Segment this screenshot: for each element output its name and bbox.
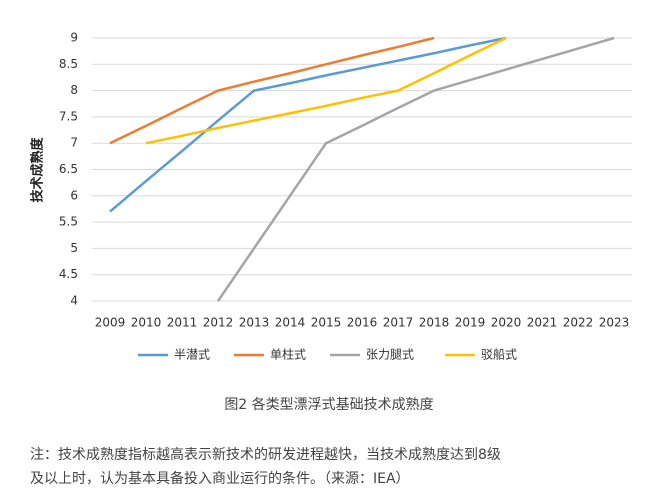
legend-label: 单柱式: [270, 347, 306, 362]
series-line: [109, 36, 507, 213]
y-tick-label: 8.5: [59, 57, 78, 71]
legend-label: 张力腿式: [366, 348, 414, 362]
x-tick-label: 2017: [383, 316, 414, 330]
legend-label: 半潜式: [174, 348, 210, 362]
y-tick-label: 8: [70, 83, 78, 97]
x-tick-label: 2022: [563, 316, 594, 330]
y-tick-label: 4: [70, 294, 78, 308]
y-tick-label: 6.5: [59, 162, 78, 176]
series-line: [109, 36, 435, 145]
y-tick-label: 7: [70, 136, 78, 150]
note-line: 注：技术成熟度指标越高表示新技术的研发进程越快，当技术成熟度达到8级: [30, 446, 501, 463]
y-tick-label: 9: [70, 31, 78, 45]
y-axis-label: 技术成熟度: [30, 137, 46, 203]
x-tick-label: 2015: [311, 316, 342, 330]
y-tick-label: 7.5: [59, 109, 78, 123]
x-tick-label: 2013: [239, 316, 270, 330]
y-tick-label: 5.5: [59, 215, 78, 229]
x-tick-label: 2023: [599, 316, 630, 330]
y-tick-label: 4.5: [59, 267, 78, 281]
legend-label: 驳船式: [481, 348, 517, 362]
x-tick-label: 2012: [203, 316, 234, 330]
y-tick-label: 6: [70, 188, 78, 202]
x-tick-label: 2009: [95, 316, 126, 330]
series-line: [145, 36, 507, 145]
x-tick-label: 2019: [455, 316, 486, 330]
series-line: [216, 36, 615, 302]
x-tick-label: 2011: [167, 316, 198, 330]
x-tick-label: 2021: [527, 316, 558, 330]
x-tick-label: 2016: [347, 316, 378, 330]
x-tick-label: 2018: [419, 316, 450, 330]
x-tick-label: 2014: [275, 316, 306, 330]
caption: 图2 各类型漂浮式基础技术成熟度: [224, 396, 433, 413]
y-tick-label: 5: [70, 241, 78, 255]
x-tick-label: 2020: [491, 316, 522, 330]
x-tick-label: 2010: [131, 316, 162, 330]
note-line: 及以上时，认为基本具备投入商业运行的条件。（来源：IEA）: [30, 470, 410, 487]
